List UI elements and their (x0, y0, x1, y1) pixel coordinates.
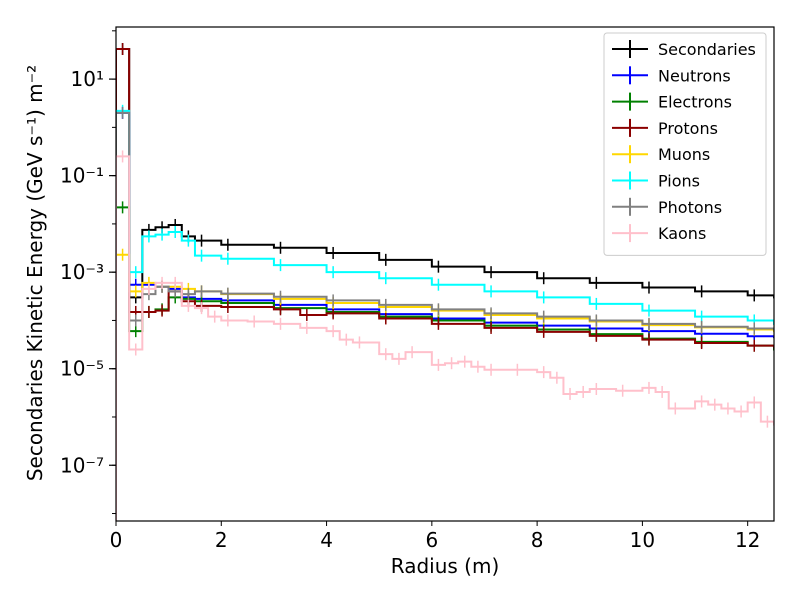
legend: Secondaries Neutrons Electrons Protons Muons… (603, 32, 767, 256)
legend-label: Muons (658, 145, 710, 164)
x-axis-label: Radius (m) (391, 554, 500, 578)
plot-frame (115, 26, 775, 522)
legend-label: Protons (658, 119, 718, 138)
y-axis-label: Secondaries Kinetic Energy (GeV s⁻¹) m⁻² (23, 65, 47, 481)
series-line-photons (116, 111, 774, 521)
legend-label: Pions (658, 172, 700, 191)
y-tick-label: 10¹ (71, 67, 104, 91)
series-kaons (116, 150, 774, 521)
axes-layer: 0 2 4 6 8 10 12 10⁻⁷ 10⁻⁵ 10⁻³ 10⁻¹ 10¹ (60, 26, 775, 552)
y-tick-label: 10⁻⁷ (60, 453, 104, 477)
x-tick-label: 4 (320, 528, 333, 552)
legend-label: Secondaries (658, 40, 756, 59)
legend-box (603, 32, 767, 256)
legend-label: Neutrons (658, 66, 731, 85)
series-layer (116, 43, 774, 521)
x-tick-label: 12 (735, 528, 760, 552)
y-tick-label: 10⁻¹ (60, 164, 104, 188)
series-line-secondaries (116, 48, 774, 521)
series-line-muons (116, 253, 774, 521)
y-tick-label: 10⁻⁵ (60, 357, 104, 381)
series-muons (116, 248, 774, 521)
y-tick-label: 10⁻³ (60, 260, 104, 284)
series-line-kaons (116, 155, 774, 521)
legend-label: Photons (658, 198, 722, 217)
series-line-pions (116, 109, 774, 521)
x-tick-label: 10 (630, 528, 655, 552)
legend-label: Electrons (658, 93, 732, 112)
legend-label: Kaons (658, 224, 706, 243)
series-secondaries (116, 43, 774, 521)
series-pions (116, 104, 774, 521)
x-tick-label: 6 (425, 528, 438, 552)
x-tick-label: 2 (215, 528, 228, 552)
x-tick-label: 8 (531, 528, 544, 552)
x-tick-label: 0 (110, 528, 123, 552)
